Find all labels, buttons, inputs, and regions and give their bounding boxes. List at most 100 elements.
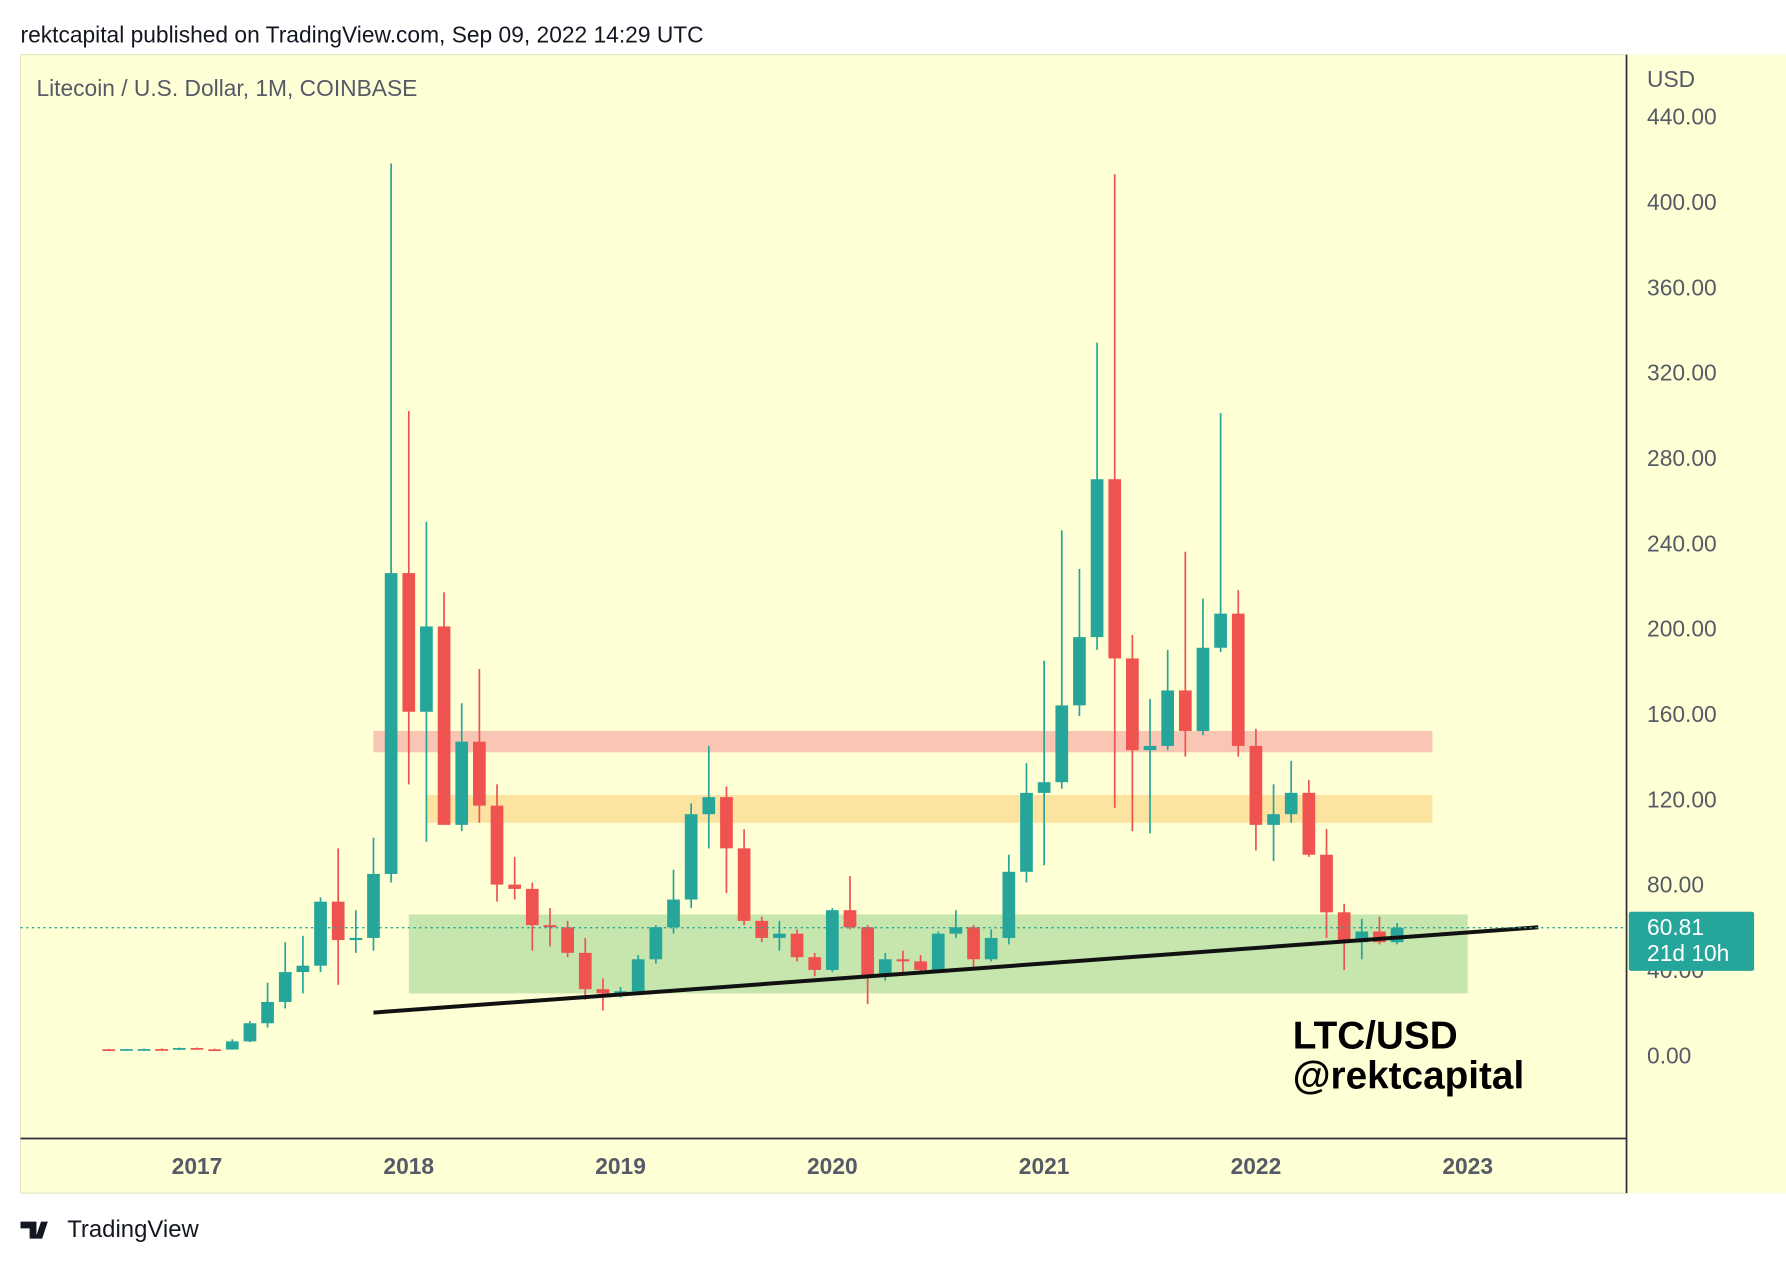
x-tick-label: 2022	[1231, 1153, 1282, 1179]
candle-body	[261, 1001, 274, 1024]
candle-body	[1161, 690, 1175, 746]
x-tick-label: 2019	[595, 1153, 646, 1179]
candle-body	[367, 873, 380, 938]
header-text: rektcapital published on TradingView.com…	[21, 21, 704, 47]
candle-body	[702, 797, 716, 815]
logo-icon	[20, 1221, 48, 1239]
candle-body	[1126, 658, 1139, 751]
candle-body	[843, 910, 857, 928]
tradingview-logo	[20, 1221, 48, 1239]
candle-body	[525, 888, 539, 926]
y-tick-label: 200.00	[1647, 616, 1717, 642]
annotation: @rektcapital	[1293, 1054, 1524, 1097]
candle-body	[331, 901, 345, 941]
candle-body	[420, 626, 433, 712]
x-tick-label: 2023	[1442, 1153, 1493, 1179]
candle-body	[437, 626, 451, 825]
candle-body	[825, 910, 839, 970]
candle-body	[1373, 931, 1386, 943]
last-price-box	[1628, 911, 1755, 971]
candle-body	[1390, 927, 1404, 943]
candle-body	[1249, 745, 1263, 825]
candle-body	[208, 1049, 221, 1052]
chart-background	[20, 54, 1786, 1194]
candle-body	[1178, 690, 1192, 731]
y-tick-label: 280.00	[1647, 445, 1717, 471]
y-tick-label: 360.00	[1647, 274, 1717, 300]
candle-body	[667, 899, 680, 928]
x-tick-label: 2017	[172, 1153, 223, 1179]
y-tick-label: 80.00	[1647, 872, 1704, 898]
candle-body	[755, 920, 769, 938]
candle-body	[1143, 745, 1157, 751]
footer-text: TradingView	[67, 1216, 199, 1243]
annotation: LTC/USD	[1293, 1015, 1458, 1058]
y-tick-label: 160.00	[1647, 701, 1717, 727]
candle-body	[596, 989, 610, 994]
candle-body	[1302, 792, 1316, 855]
candle-body	[631, 959, 645, 992]
candle-body	[578, 952, 592, 990]
candle-body	[278, 972, 292, 1002]
candle-body	[1055, 705, 1069, 783]
candle-body	[1267, 814, 1280, 825]
candle-body	[1037, 782, 1051, 793]
y-tick-label: 120.00	[1647, 786, 1717, 812]
candle-body	[949, 927, 963, 934]
candle-body	[1214, 613, 1227, 648]
y-tick-label: 440.00	[1647, 104, 1717, 130]
zone	[373, 730, 1433, 753]
candle-body	[614, 991, 627, 994]
candle-body	[349, 937, 363, 941]
zone	[426, 794, 1433, 823]
candle-body	[808, 957, 822, 970]
candle-body	[490, 805, 504, 885]
candle-body	[190, 1048, 204, 1050]
candle-body	[967, 927, 980, 960]
candle-body	[455, 741, 469, 825]
candle-body	[102, 1049, 116, 1052]
candle-body	[720, 797, 733, 849]
last-price-label: 60.81	[1647, 914, 1704, 940]
candle-body	[543, 925, 557, 928]
candle-body	[1073, 637, 1086, 706]
candle-body	[1320, 854, 1333, 913]
candle-body	[172, 1048, 186, 1050]
candle-body	[561, 927, 574, 953]
y-tick-label: 400.00	[1647, 189, 1717, 215]
candle-body	[1002, 871, 1016, 938]
candle-body	[137, 1049, 151, 1051]
x-tick-label: 2021	[1019, 1153, 1070, 1179]
x-tick-label: 2018	[383, 1153, 434, 1179]
candle-body	[878, 959, 892, 977]
candle-body	[120, 1049, 133, 1051]
candle-body	[773, 933, 786, 938]
candle-body	[1355, 931, 1369, 943]
candle-body	[914, 961, 927, 970]
x-tick-label: 2020	[807, 1153, 858, 1179]
y-tick-label: 0.00	[1647, 1042, 1691, 1068]
candle-body	[473, 741, 486, 806]
candle-body	[1284, 792, 1298, 815]
candle-body	[243, 1023, 257, 1042]
trendline	[373, 925, 1539, 1015]
candle-body	[1196, 647, 1210, 731]
candle-body	[314, 901, 327, 966]
candle-body	[384, 573, 398, 874]
candle-body	[296, 965, 310, 973]
y-axis-label: USD	[1647, 66, 1695, 92]
candle-body	[1090, 479, 1104, 638]
candle-body	[225, 1041, 239, 1050]
candle-body	[649, 927, 663, 960]
candle-body	[1020, 792, 1033, 872]
chart-title: Litecoin / U.S. Dollar, 1M, COINBASE	[36, 75, 417, 101]
candle-body	[402, 573, 416, 712]
candle-body	[1108, 479, 1122, 659]
candle-body	[1231, 613, 1245, 746]
candle-body	[508, 884, 522, 889]
candle-body	[684, 814, 698, 900]
candle-body	[861, 927, 874, 977]
candle-body	[984, 937, 998, 960]
